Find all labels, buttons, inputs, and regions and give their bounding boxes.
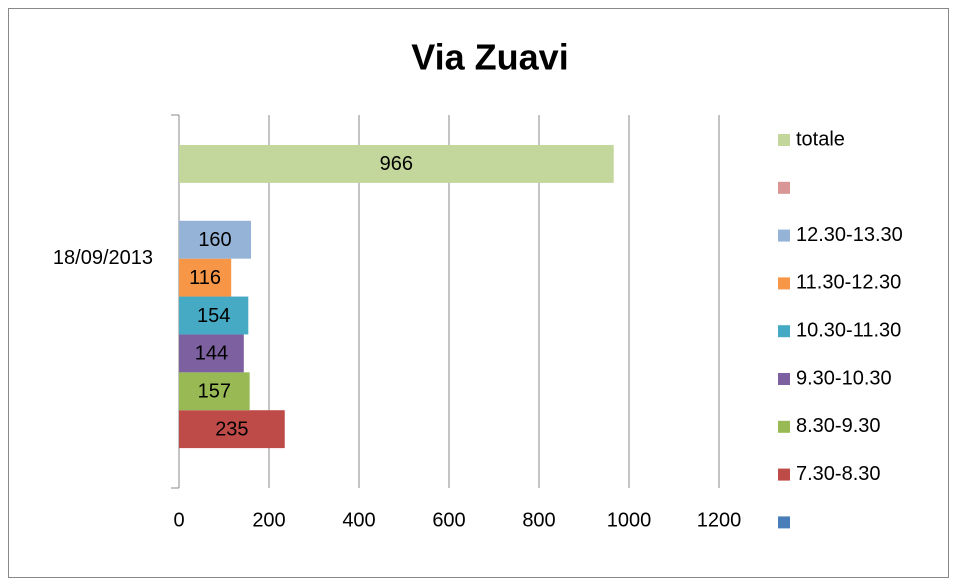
legend-swatch — [778, 181, 790, 194]
bar — [179, 410, 285, 449]
x-tick-label: 600 — [432, 509, 465, 531]
legend-label: 7.30-8.30 — [796, 463, 881, 485]
x-tick-label: 800 — [522, 509, 555, 531]
legend-label: 12.30-13.30 — [796, 224, 903, 246]
legend-label: 9.30-10.30 — [796, 367, 892, 389]
legend-swatch — [778, 373, 790, 385]
bar — [179, 334, 244, 373]
x-tick-label: 1000 — [607, 509, 652, 531]
legend-label: totale — [796, 128, 845, 150]
x-tick-label: 200 — [252, 509, 285, 531]
x-tick-label: 400 — [342, 509, 375, 531]
data-label: 235 — [215, 418, 248, 440]
legend-swatch — [778, 420, 790, 433]
chart-border — [8, 8, 949, 578]
chart-title: Via Zuavi — [411, 37, 568, 78]
bar — [179, 258, 232, 297]
data-label: 157 — [198, 381, 231, 403]
bar — [179, 145, 614, 183]
legend-swatch — [778, 516, 790, 529]
data-label: 116 — [189, 267, 221, 289]
legend-label: 10.30-11.30 — [796, 319, 901, 341]
legend-label: 8.30-9.30 — [796, 415, 881, 437]
y-tick-label: 18/09/2013 — [53, 247, 153, 269]
data-label: 966 — [380, 153, 413, 175]
legend-label: 11.30-12.30 — [796, 272, 901, 294]
x-tick-label: 0 — [173, 509, 184, 531]
bar — [179, 220, 251, 259]
legend-swatch — [778, 134, 790, 146]
data-label: 154 — [197, 305, 230, 327]
x-tick-label: 1200 — [697, 509, 742, 531]
legend-swatch — [778, 468, 790, 481]
legend-swatch — [778, 325, 790, 338]
bar — [179, 296, 249, 335]
legend-swatch — [778, 229, 790, 242]
bar — [179, 372, 250, 411]
legend-swatch — [778, 277, 790, 290]
data-label: 144 — [195, 343, 228, 365]
data-label: 160 — [198, 229, 231, 251]
